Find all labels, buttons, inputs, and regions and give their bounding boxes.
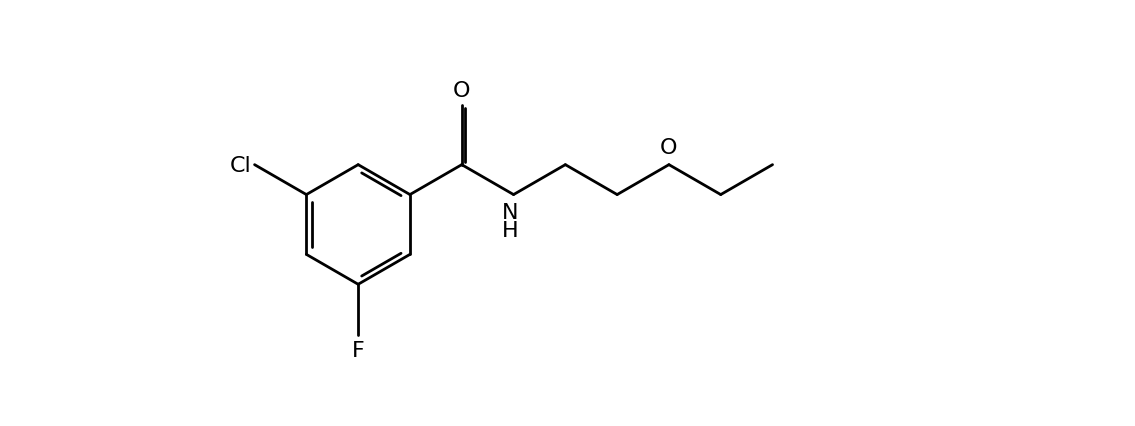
Text: O: O: [661, 138, 678, 158]
Text: O: O: [453, 81, 471, 101]
Text: N
H: N H: [503, 202, 519, 241]
Text: F: F: [352, 340, 364, 360]
Text: Cl: Cl: [229, 155, 252, 175]
